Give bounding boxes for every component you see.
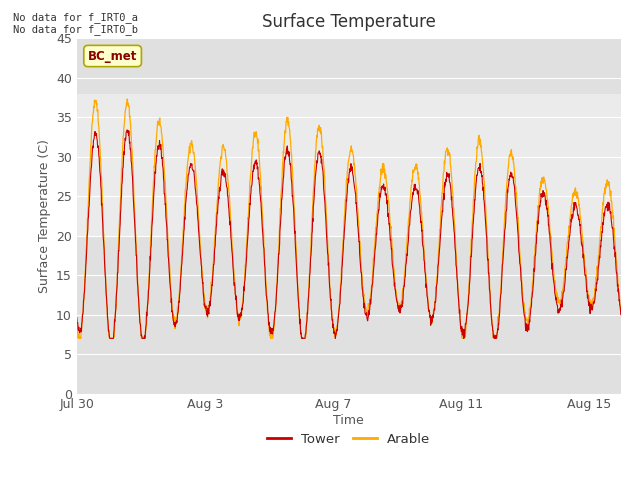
Bar: [77, 94, 621, 236]
X-axis label: Time: Time: [333, 414, 364, 427]
Y-axis label: Surface Temperature (C): Surface Temperature (C): [38, 139, 51, 293]
Text: No data for f_IRT0_a
No data for f_IRT0_b: No data for f_IRT0_a No data for f_IRT0_…: [13, 12, 138, 36]
Legend: Tower, Arable: Tower, Arable: [262, 427, 436, 451]
Title: Surface Temperature: Surface Temperature: [262, 13, 436, 31]
Text: BC_met: BC_met: [88, 49, 138, 62]
